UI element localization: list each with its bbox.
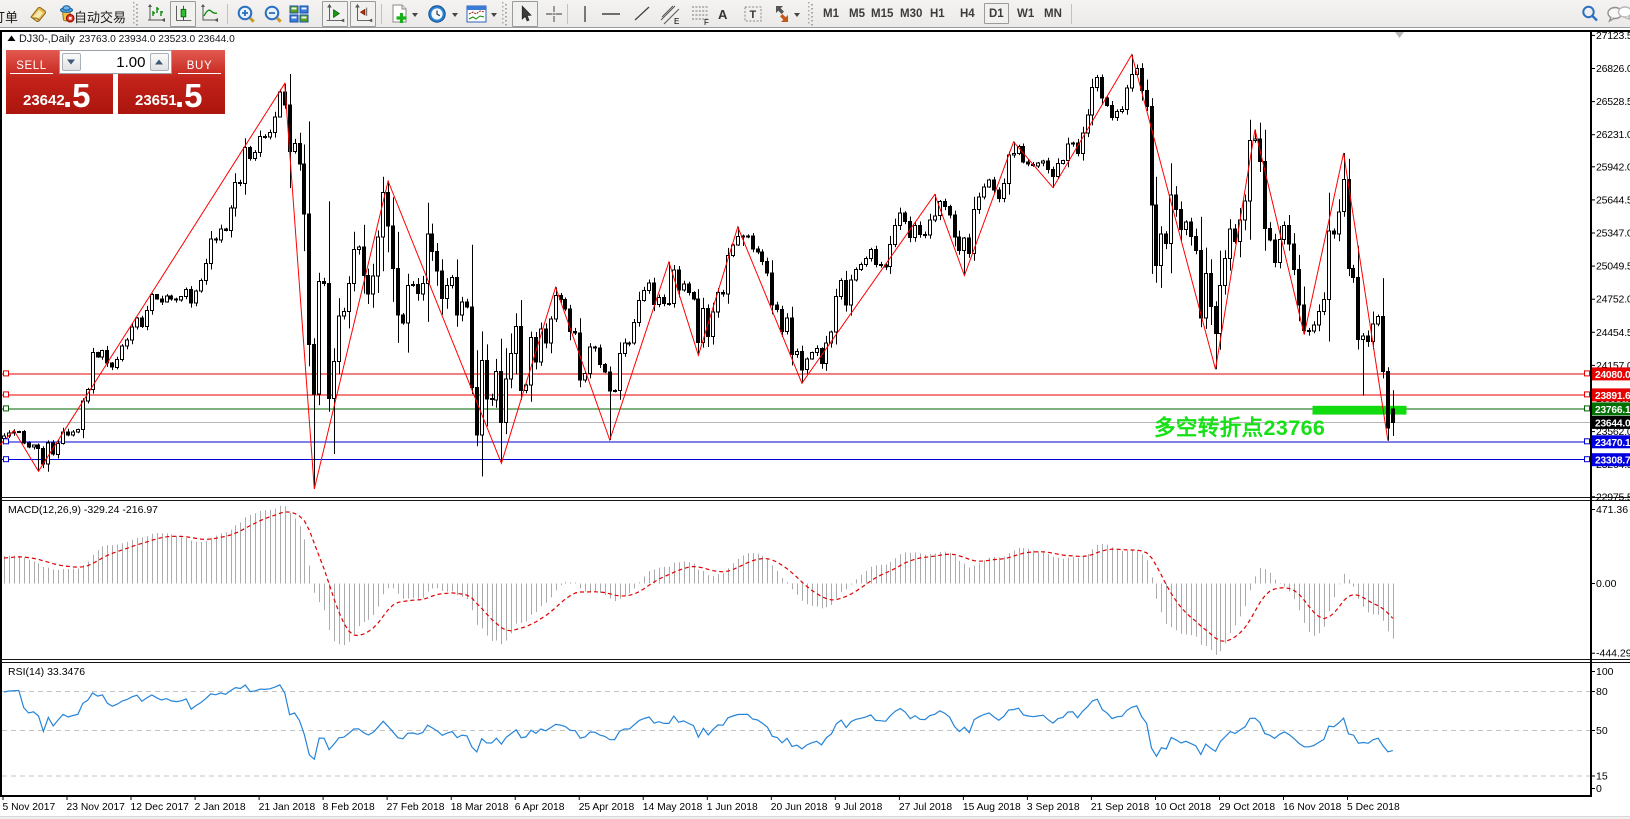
svg-text:MACD(12,26,9) -329.24 -216.97: MACD(12,26,9) -329.24 -216.97 bbox=[8, 504, 158, 516]
svg-text:16 Nov 2018: 16 Nov 2018 bbox=[1283, 802, 1342, 813]
svg-text:15 Aug 2018: 15 Aug 2018 bbox=[963, 802, 1021, 813]
svg-text:RSI(14) 33.3476: RSI(14) 33.3476 bbox=[8, 666, 85, 678]
svg-text:23766.1: 23766.1 bbox=[1595, 405, 1630, 416]
svg-text:27 Feb 2018: 27 Feb 2018 bbox=[387, 802, 445, 813]
svg-text:25049.5: 25049.5 bbox=[1596, 261, 1630, 273]
svg-text:21 Jan 2018: 21 Jan 2018 bbox=[259, 802, 316, 813]
svg-text:1 Jun 2018: 1 Jun 2018 bbox=[707, 802, 758, 813]
svg-text:27 Jul 2018: 27 Jul 2018 bbox=[899, 802, 953, 813]
svg-text:23644.0: 23644.0 bbox=[1595, 418, 1630, 429]
svg-text:21 Sep 2018: 21 Sep 2018 bbox=[1091, 802, 1150, 813]
svg-text:5 Nov 2017: 5 Nov 2017 bbox=[3, 802, 56, 813]
svg-text:F: F bbox=[704, 18, 709, 26]
svg-text:25347.0: 25347.0 bbox=[1596, 228, 1630, 240]
svg-text:23470.1: 23470.1 bbox=[1595, 438, 1630, 449]
svg-text:15: 15 bbox=[1596, 771, 1608, 783]
svg-text:24752.0: 24752.0 bbox=[1596, 294, 1630, 306]
svg-text:DJ30-,Daily: DJ30-,Daily bbox=[19, 33, 75, 45]
svg-text:26826.0: 26826.0 bbox=[1596, 63, 1630, 75]
svg-text:471.36: 471.36 bbox=[1596, 504, 1628, 516]
svg-text:8 Feb 2018: 8 Feb 2018 bbox=[323, 802, 375, 813]
svg-text:27123.5: 27123.5 bbox=[1596, 30, 1630, 42]
svg-text:50: 50 bbox=[1596, 725, 1608, 737]
svg-text:23 Nov 2017: 23 Nov 2017 bbox=[67, 802, 126, 813]
svg-text:0: 0 bbox=[1596, 783, 1602, 795]
svg-text:2 Jan 2018: 2 Jan 2018 bbox=[195, 802, 246, 813]
svg-text:23891.6: 23891.6 bbox=[1595, 391, 1630, 402]
svg-text:26528.5: 26528.5 bbox=[1596, 96, 1630, 108]
svg-text:26231.0: 26231.0 bbox=[1596, 129, 1630, 141]
svg-text:23562.0: 23562.0 bbox=[1596, 426, 1630, 438]
svg-text:T: T bbox=[750, 9, 757, 21]
svg-text:9 Jul 2018: 9 Jul 2018 bbox=[835, 802, 883, 813]
svg-text:100: 100 bbox=[1596, 666, 1614, 678]
svg-text:25644.5: 25644.5 bbox=[1596, 194, 1630, 206]
svg-text:E: E bbox=[674, 17, 679, 26]
svg-text:0.00: 0.00 bbox=[1596, 578, 1617, 590]
svg-text:14 May 2018: 14 May 2018 bbox=[643, 802, 703, 813]
svg-text:12 Dec 2017: 12 Dec 2017 bbox=[131, 802, 190, 813]
svg-text:24080.0: 24080.0 bbox=[1595, 370, 1630, 381]
svg-text:22975.5: 22975.5 bbox=[1596, 491, 1630, 503]
svg-text:3 Sep 2018: 3 Sep 2018 bbox=[1027, 802, 1080, 813]
svg-text:24454.5: 24454.5 bbox=[1596, 327, 1630, 339]
svg-text:23308.7: 23308.7 bbox=[1595, 456, 1630, 467]
svg-text:多空转折点23766: 多空转折点23766 bbox=[1154, 415, 1325, 440]
svg-text:18 Mar 2018: 18 Mar 2018 bbox=[451, 802, 509, 813]
svg-text:10 Oct 2018: 10 Oct 2018 bbox=[1155, 802, 1211, 813]
svg-text:6 Apr 2018: 6 Apr 2018 bbox=[515, 802, 565, 813]
svg-text:20 Jun 2018: 20 Jun 2018 bbox=[771, 802, 828, 813]
svg-text:29 Oct 2018: 29 Oct 2018 bbox=[1219, 802, 1275, 813]
svg-text:80: 80 bbox=[1596, 686, 1608, 698]
svg-text:25 Apr 2018: 25 Apr 2018 bbox=[579, 802, 635, 813]
svg-text:23763.0 23934.0 23523.0 23644.: 23763.0 23934.0 23523.0 23644.0 bbox=[79, 34, 235, 45]
svg-text:5 Dec 2018: 5 Dec 2018 bbox=[1347, 802, 1400, 813]
svg-text:-444.29: -444.29 bbox=[1596, 648, 1630, 660]
svg-text:25942.0: 25942.0 bbox=[1596, 161, 1630, 173]
